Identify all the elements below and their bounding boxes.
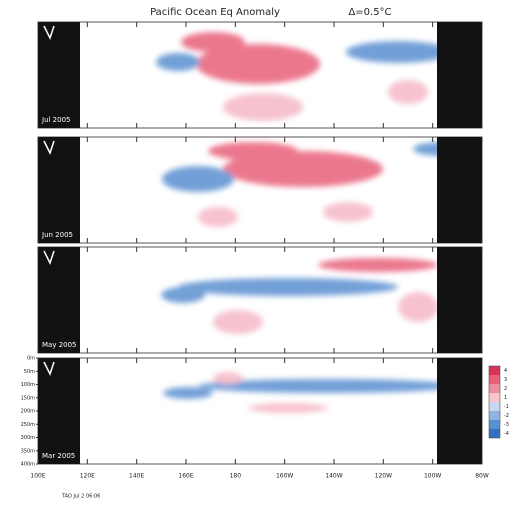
anomaly-region	[213, 372, 243, 384]
land-mask	[437, 358, 482, 464]
colorbar-label: -1	[504, 404, 509, 410]
x-tick-label: 140E	[129, 473, 144, 480]
colorbar-label: -3	[504, 422, 509, 428]
anomaly-region	[248, 403, 328, 413]
anomaly-region	[213, 310, 263, 334]
anomaly-shading	[161, 258, 438, 334]
land-spike	[43, 25, 55, 40]
anomaly-region	[196, 44, 320, 84]
anomaly-region	[178, 278, 398, 296]
x-tick-label: 180	[230, 473, 242, 480]
land-mask	[38, 137, 80, 243]
anomaly-region	[223, 93, 303, 121]
y-tick-label: 250m	[21, 422, 36, 428]
colorbar-label: 3	[504, 377, 507, 383]
land-mask	[38, 22, 80, 128]
anomaly-region	[223, 151, 383, 187]
land-spike	[43, 250, 55, 265]
anomaly-region	[163, 387, 213, 399]
anomaly-shading	[163, 372, 458, 413]
land-mask	[38, 358, 80, 464]
x-tick-label: 100E	[30, 473, 45, 480]
y-tick-label: 0m	[27, 356, 35, 362]
chart-title: Pacific Ocean Eq Anomaly	[150, 7, 280, 18]
plot-panels: Jul 2005 Jun 2005 May 2005 Mar 2005	[37, 21, 483, 465]
colorbar-cell	[489, 393, 500, 402]
anomaly-region	[156, 53, 200, 71]
colorbar-cell	[489, 366, 500, 375]
x-tick-label: 160E	[178, 473, 193, 480]
colorbar-cell	[489, 402, 500, 411]
anomaly-region	[323, 202, 373, 222]
panel-label: Mar 2005	[42, 452, 75, 460]
colorbar-label: 2	[504, 386, 507, 392]
x-tick-label: 80W	[475, 473, 489, 480]
panel: May 2005	[37, 246, 483, 354]
x-tick-label: 140W	[325, 473, 342, 480]
land-mask	[437, 22, 482, 128]
anomaly-region	[198, 207, 238, 227]
y-tick-label: 300m	[21, 435, 36, 441]
anomaly-region	[388, 80, 428, 104]
colorbar-frame	[488, 365, 501, 439]
y-tick-label: 200m	[21, 409, 36, 415]
colorbar-label: 1	[504, 395, 507, 401]
panel-label: May 2005	[42, 341, 77, 349]
y-tick-label: 350m	[21, 448, 36, 454]
land-mask	[38, 247, 80, 353]
panel: Mar 2005	[37, 357, 483, 465]
x-tick-label: 160W	[276, 473, 293, 480]
colorbar-label: -2	[504, 413, 509, 419]
anomaly-region	[318, 258, 438, 272]
colorbar-cell	[489, 384, 500, 393]
x-tick-label: 100W	[424, 473, 441, 480]
colorbar-label: 4	[504, 368, 507, 374]
y-tick-label: 100m	[21, 382, 36, 388]
panel-label: Jun 2005	[41, 231, 73, 239]
land-spike	[43, 361, 55, 376]
land-spike	[43, 140, 55, 155]
anomaly-region	[198, 379, 458, 393]
panel-label: Jul 2005	[41, 116, 71, 124]
anomaly-shading	[162, 142, 473, 227]
anomaly-region	[181, 32, 245, 52]
chart-subtitle: Δ=0.5°C	[348, 7, 391, 18]
y-tick-label: 50m	[24, 369, 35, 375]
colorbar-label: -4	[504, 431, 509, 437]
panel: Jun 2005	[37, 136, 483, 244]
land-mask	[437, 137, 482, 243]
colorbar-cell	[489, 420, 500, 429]
footnote: TAO Jul 2 06:06	[61, 494, 100, 500]
colorbar-cell	[489, 375, 500, 384]
colorbar-cell	[489, 429, 500, 438]
anomaly-region	[162, 166, 234, 192]
anomaly-region	[208, 142, 298, 160]
anomaly-shading	[156, 32, 450, 121]
anomaly-region	[346, 41, 450, 63]
panel: Jul 2005	[37, 21, 483, 129]
x-tick-label: 120W	[375, 473, 392, 480]
x-tick-label: 120E	[80, 473, 95, 480]
y-tick-label: 150m	[21, 395, 36, 401]
anomaly-region	[398, 292, 438, 322]
y-tick-label: 400m	[21, 462, 36, 468]
colorbar-cell	[489, 411, 500, 420]
land-mask	[437, 247, 482, 353]
anomaly-region	[161, 287, 205, 303]
